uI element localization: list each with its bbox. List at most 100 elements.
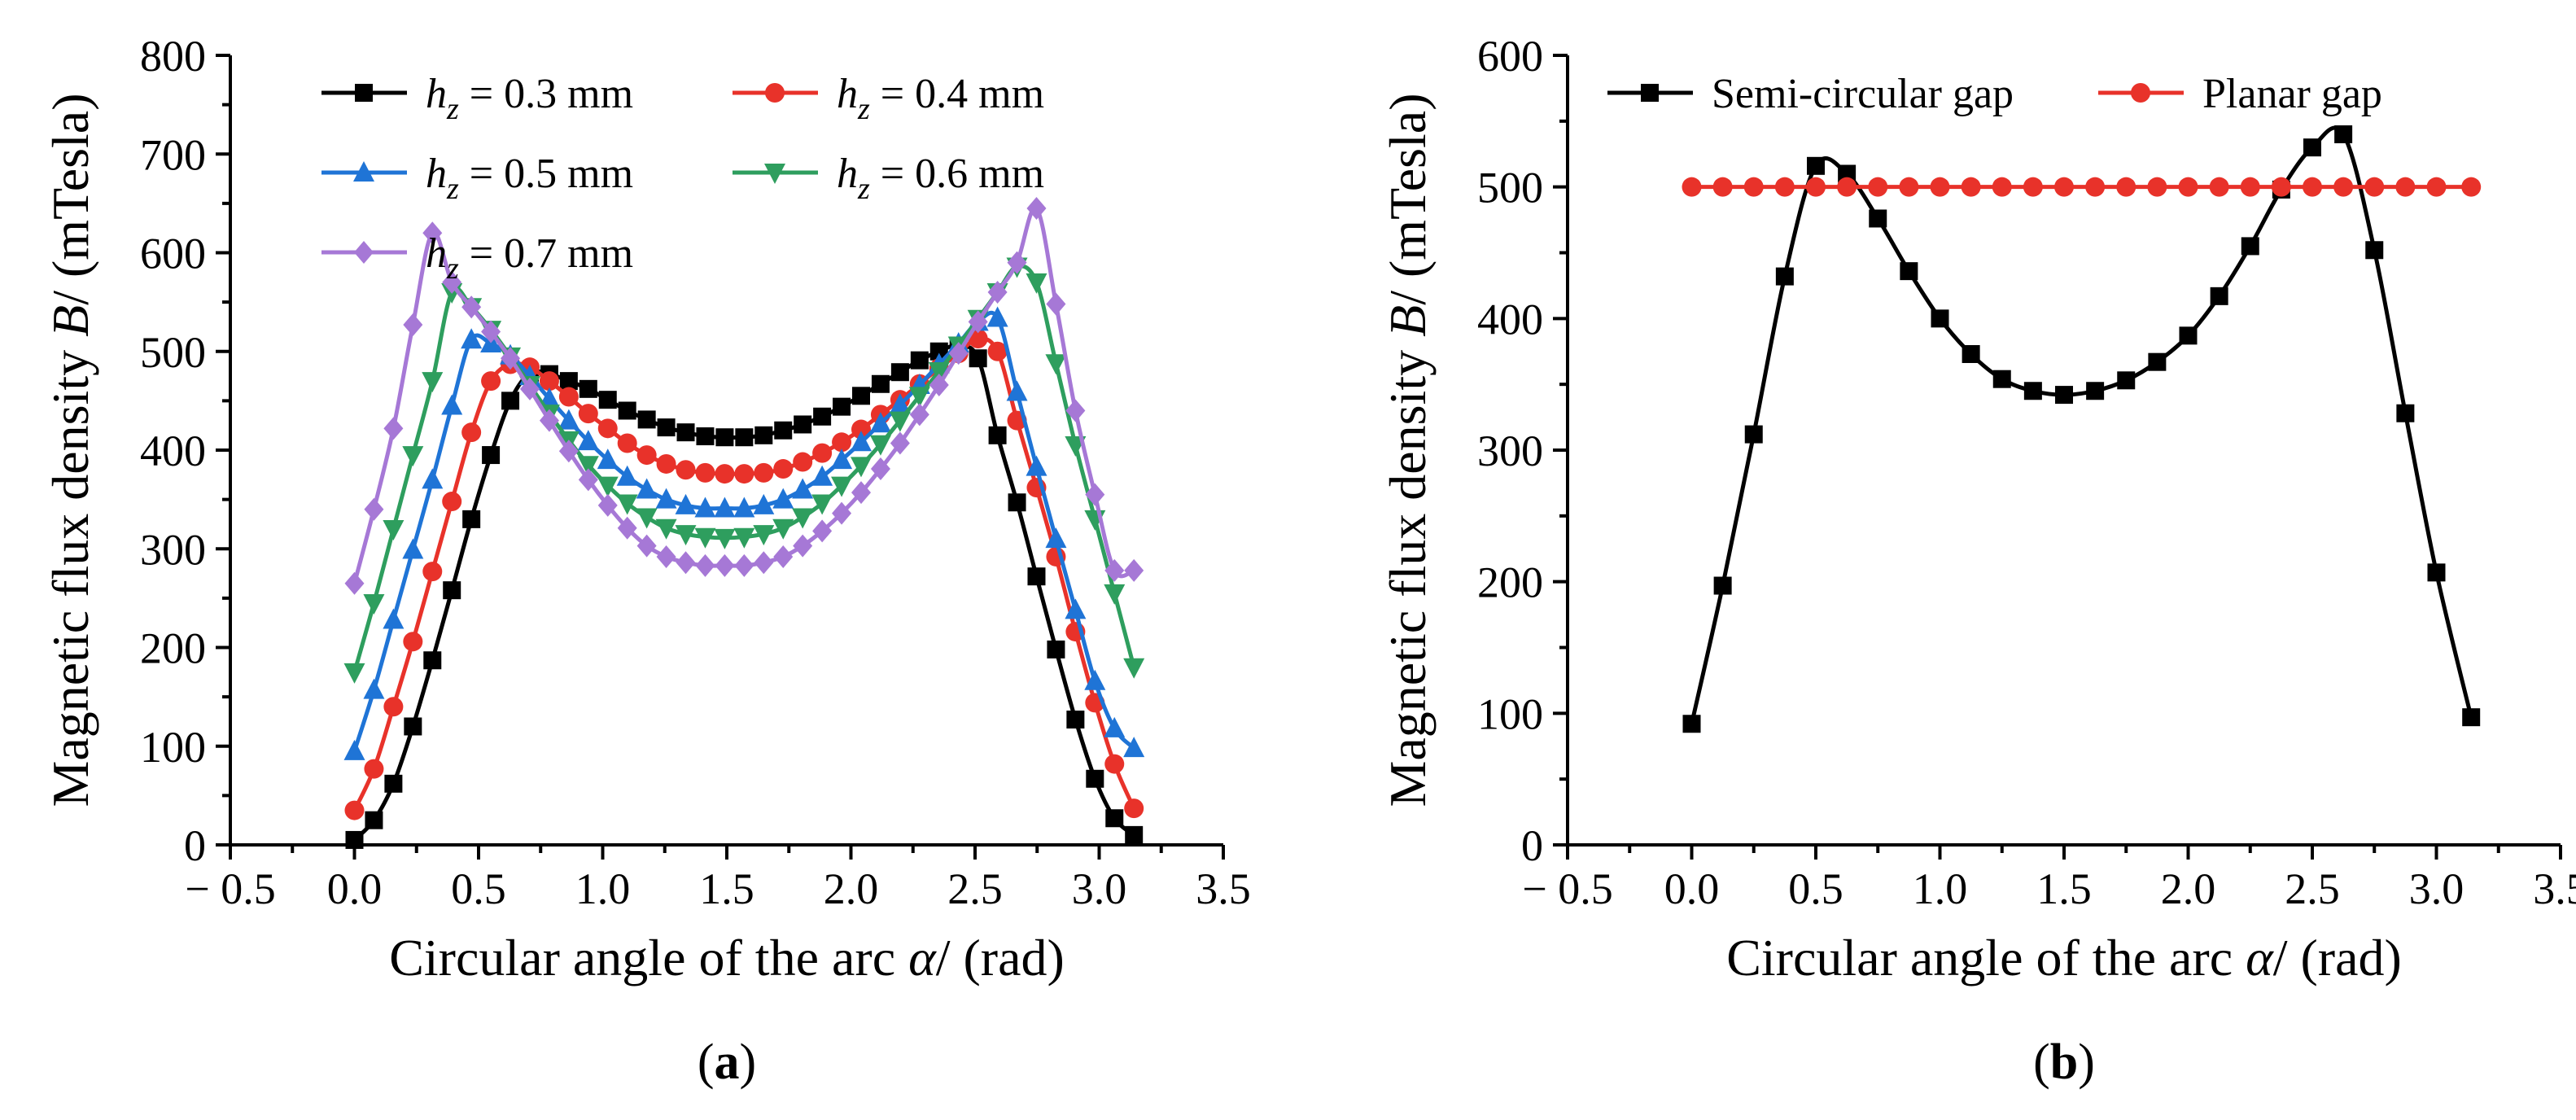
y-tick-label: 100 [1477,689,1543,738]
data-point [558,387,579,407]
data-point [617,516,637,540]
series-3 [343,306,1145,760]
data-point [2333,177,2354,197]
data-point [1713,576,1732,595]
data-point [1086,769,1104,788]
data-point [616,494,638,515]
data-point [403,313,423,337]
data-point [832,432,852,453]
data-point [578,468,598,492]
data-point [714,497,736,518]
data-point [655,488,677,509]
x-tick-label: 2.5 [2285,864,2340,913]
data-point [2210,287,2228,305]
data-point [364,497,384,521]
data-point [928,362,950,383]
data-point [774,421,793,440]
data-point [831,476,853,497]
data-point [734,464,754,484]
data-point [754,462,774,483]
data-point [929,373,949,396]
data-point [636,478,658,499]
data-point [908,387,930,408]
data-point [793,452,813,472]
legend-marker [2131,83,2150,103]
legend-item: Semi-circular gap [1607,71,2014,117]
data-point [1026,196,1047,220]
data-point [656,545,676,568]
data-point [1775,267,1794,286]
data-point [558,440,579,463]
data-point [889,411,911,432]
data-point [890,431,910,455]
data-point [579,379,597,398]
data-point [969,349,987,368]
data-point [1682,177,1702,197]
legend: Semi-circular gap Planar gap [1607,71,2382,117]
data-point [676,423,695,442]
data-point [442,270,462,294]
legend-marker [1641,84,1659,102]
data-point [1125,825,1144,844]
data-point [1712,177,1733,197]
data-point [2303,138,2321,157]
data-point [1124,798,1144,819]
data-point [578,404,598,424]
x-axis-title: Circular angle of the arc α/ (rad) [1726,929,2402,987]
data-point [2462,708,2481,727]
legend-label: Planar gap [2202,71,2382,117]
data-point [657,418,676,437]
data-point [481,371,501,392]
data-point [383,520,405,540]
data-point [735,428,754,447]
data-point [1008,493,1026,512]
y-tick-label: 700 [140,130,206,179]
data-point [481,320,501,343]
legend-item: hz = 0.7 mm [321,230,633,286]
data-point [443,581,461,600]
data-point [1104,716,1126,737]
data-point [636,534,657,558]
data-point [2055,386,2073,405]
data-point [344,800,365,820]
legend-label: hz = 0.5 mm [426,151,633,206]
data-point [363,678,385,699]
data-point [597,476,619,497]
data-point [734,553,754,577]
data-point [1085,483,1105,506]
data-point [2427,563,2446,582]
y-tick-label: 200 [1477,558,1543,607]
data-point [383,417,404,440]
data-point [2334,125,2353,143]
data-point [833,397,851,416]
data-point [2086,382,2105,400]
data-point [1744,425,1763,444]
data-point [733,497,755,518]
y-tick-label: 500 [140,328,206,377]
x-axis-title: Circular angle of the arc α/ (rad) [389,929,1065,987]
data-point [2147,177,2167,197]
data-point [1806,177,1826,197]
legend-item: hz = 0.5 mm [321,151,633,206]
data-point [831,448,853,470]
legend-marker [355,84,373,102]
series-1 [345,336,1144,849]
data-point [637,410,656,429]
legend-item: Planar gap [2098,71,2382,117]
data-point [519,377,540,400]
panel-label: (b) [2033,1035,2095,1090]
legend-label: hz = 0.3 mm [426,71,633,126]
x-tick-label: 3.0 [1072,864,1127,913]
data-point [733,527,755,549]
data-point [2179,326,2198,345]
data-point [558,409,579,430]
data-point [1774,177,1795,197]
data-point [1869,209,1887,228]
panel-a: − 0.5 0.0 0.5 1.0 1.5 2.0 2.5 3.0 3.5 0 100 200 300 4… [42,32,1251,1090]
data-point [851,457,873,478]
legend-marker [764,164,785,184]
x-tick-label: 3.0 [2409,864,2464,913]
data-point [384,774,403,793]
legend-item: hz = 0.3 mm [321,71,633,126]
data-point [753,525,775,546]
